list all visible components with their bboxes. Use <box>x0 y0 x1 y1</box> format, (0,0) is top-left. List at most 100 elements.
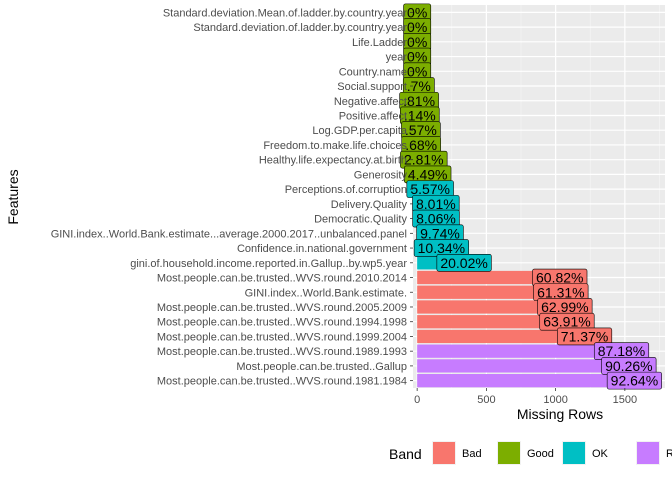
data-label: 71.37% <box>557 327 613 346</box>
y-tick-label: Perceptions.of.corruption <box>285 184 407 196</box>
legend-key <box>433 442 455 464</box>
y-tick-label: Most.people.can.be.trusted..WVS.round.19… <box>157 346 407 358</box>
legend-label: Remo <box>666 448 672 460</box>
data-label: 0% <box>403 3 432 22</box>
y-tick-label: GINI.index..World.Bank.estimate...averag… <box>51 228 407 240</box>
legend-label: OK <box>592 448 609 460</box>
y-tick-label: Negative.affect <box>334 96 407 108</box>
data-label: .14% <box>400 106 440 125</box>
y-tick-label: Freedom.to.make.life.choices <box>263 140 407 152</box>
data-label: .68% <box>401 136 441 154</box>
y-tick-label: GINI.index..World.Bank.estimate. <box>245 287 407 299</box>
bar <box>417 359 629 373</box>
y-tick-label: Confidence.in.national.government <box>237 243 407 255</box>
legend: Band Bad Good OK Remo <box>389 441 672 465</box>
legend-title: Band <box>389 446 422 462</box>
data-label-text: 0% <box>407 34 427 50</box>
bar <box>417 329 585 344</box>
y-tick-label: Log.GDP.per.capita <box>312 125 407 137</box>
legend-item: Bad <box>432 441 482 465</box>
data-label-text: 87.18% <box>598 343 645 359</box>
x-axis-title: Missing Rows <box>517 406 603 422</box>
y-axis-title: Features <box>5 169 21 224</box>
legend-key <box>563 442 585 464</box>
bar <box>417 315 567 329</box>
y-tick-label: Most.people.can.be.trusted..WVS.round.20… <box>157 273 407 285</box>
data-label-text: 8.01% <box>416 196 456 212</box>
data-label: 5.57% <box>406 180 454 198</box>
y-tick-label: Democratic.Quality <box>314 214 407 226</box>
data-label: 0% <box>403 18 432 36</box>
data-label-text: 90.26% <box>605 358 652 374</box>
data-label-text: 0% <box>407 4 427 20</box>
data-label-box <box>606 371 662 390</box>
x-tick-label: 0 <box>414 394 420 406</box>
data-label: 62.99% <box>537 298 593 316</box>
data-label-text: 0% <box>407 63 427 79</box>
data-label: 87.18% <box>593 342 650 360</box>
data-label: 4.49% <box>404 165 452 184</box>
data-label-text: 0% <box>407 19 427 35</box>
data-label: 0% <box>403 62 432 81</box>
y-tick-label: Most.people.can.be.trusted..WVS.round.19… <box>157 317 407 329</box>
legend-item: Good <box>497 441 554 465</box>
data-label-text: 92.64% <box>611 373 658 389</box>
data-label-text: 8.06% <box>416 211 456 227</box>
legend-item: Remo <box>636 441 672 465</box>
data-label: 90.26% <box>601 357 657 375</box>
data-label: 20.02% <box>436 253 492 272</box>
data-label-text: 2.81% <box>404 152 444 168</box>
data-label-text: 60.82% <box>536 270 583 286</box>
bar <box>417 285 561 299</box>
x-axis: 0 500 1000 1500 <box>414 388 637 406</box>
data-label-text: .68% <box>405 137 437 153</box>
data-label-text: .57% <box>405 122 437 138</box>
y-tick-label: Standard.deviation.Mean.of.ladder.by.cou… <box>163 7 408 19</box>
x-tick-label: 1000 <box>543 394 567 406</box>
legend-key <box>498 442 520 464</box>
y-tick-label: Positive.affect <box>339 110 407 122</box>
bar <box>417 270 560 285</box>
y-tick-label: Most.people.can.be.trusted..WVS.round.19… <box>157 376 407 388</box>
data-label-text: .14% <box>404 107 436 123</box>
y-axis: Standard.deviation.Mean.of.ladder.by.cou… <box>51 7 413 388</box>
x-tick-label: 1500 <box>613 394 637 406</box>
data-label-text: 71.37% <box>561 328 608 344</box>
y-tick-label: Standard.deviation.of.ladder.by.country.… <box>193 22 407 34</box>
y-tick-label: year <box>386 52 408 64</box>
data-label-text: 20.02% <box>440 255 487 271</box>
data-label: 10.34% <box>413 239 469 257</box>
data-label-text: 4.49% <box>408 166 448 182</box>
data-label-text: 62.99% <box>541 299 588 315</box>
bars <box>417 79 635 388</box>
bar <box>417 300 565 314</box>
legend-item: OK <box>562 441 609 465</box>
legend-label: Good <box>527 448 554 460</box>
y-tick-label: Healthy.life.expectancy.at.birth <box>259 155 407 167</box>
bar <box>417 374 635 388</box>
data-label: .81% <box>399 91 439 110</box>
y-tick-label: Social.support <box>337 81 407 93</box>
legend-key <box>637 442 659 464</box>
y-tick-label: Country.name <box>339 66 407 78</box>
data-label-text: 63.91% <box>543 314 590 330</box>
data-label-text: 10.34% <box>418 240 465 256</box>
data-label-text: 0% <box>407 49 427 65</box>
data-labels: 0%0%0%0%0%.7%.81%.14%.57%.68%2.81%4.49%5… <box>399 3 662 390</box>
data-label: 63.91% <box>539 312 595 331</box>
data-label-text: 9.74% <box>420 225 460 241</box>
data-label: 2.81% <box>400 150 448 169</box>
data-label: 60.82% <box>532 268 588 287</box>
data-label-text: 61.31% <box>537 284 584 300</box>
y-tick-label: gini.of.household.income.reported.in.Gal… <box>130 258 407 270</box>
data-label: 61.31% <box>533 283 589 302</box>
data-label: 0% <box>403 47 432 66</box>
y-tick-label: Delivery.Quality <box>331 199 408 211</box>
legend-label: Bad <box>462 448 482 460</box>
data-label-text: .7% <box>407 78 431 94</box>
data-label-box <box>557 327 613 346</box>
data-label: 92.64% <box>606 371 662 390</box>
data-label-text: .81% <box>403 93 435 109</box>
bar <box>417 344 622 358</box>
